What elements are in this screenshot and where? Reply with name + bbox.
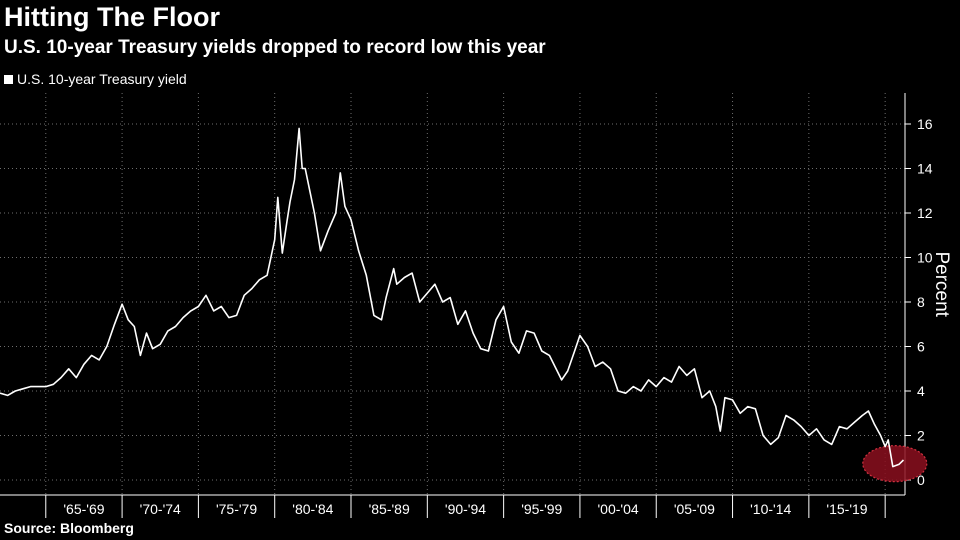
x-tick-label: '75-'79 bbox=[216, 501, 257, 517]
x-tick-label: '10-'14 bbox=[750, 501, 791, 517]
legend-label: U.S. 10-year Treasury yield bbox=[17, 71, 187, 87]
chart-subtitle: U.S. 10-year Treasury yields dropped to … bbox=[4, 37, 546, 58]
x-tick-label: '85-'89 bbox=[369, 501, 410, 517]
y-tick-label: 8 bbox=[917, 294, 925, 310]
y-tick-label: 4 bbox=[917, 383, 925, 399]
source-note: Source: Bloomberg bbox=[4, 520, 134, 536]
x-tick-label: '90-'94 bbox=[445, 501, 486, 517]
chart-title: Hitting The Floor bbox=[4, 2, 220, 32]
y-tick-label: 12 bbox=[917, 205, 933, 221]
record-low-highlight bbox=[862, 445, 928, 483]
series-line-treasury-yield bbox=[0, 127, 905, 468]
x-tick-label: '05-'09 bbox=[674, 501, 715, 517]
y-tick-label: 16 bbox=[917, 116, 933, 132]
legend: U.S. 10-year Treasury yield bbox=[4, 71, 187, 87]
legend-swatch bbox=[4, 74, 13, 84]
x-tick-label: '95-'99 bbox=[521, 501, 562, 517]
y-tick-label: 0 bbox=[917, 472, 925, 488]
x-tick-label: '15-'19 bbox=[826, 501, 867, 517]
y-tick-label: 6 bbox=[917, 339, 925, 355]
x-tick-label: '65-'69 bbox=[63, 501, 104, 517]
y-tick-label: 10 bbox=[917, 250, 933, 266]
x-tick-label: '70-'74 bbox=[140, 501, 181, 517]
x-tick-label: '80-'84 bbox=[292, 501, 333, 517]
y-tick-label: 2 bbox=[917, 428, 925, 444]
y-tick-label: 14 bbox=[917, 161, 933, 177]
y-axis-title: Percent bbox=[931, 251, 952, 317]
x-tick-label: '00-'04 bbox=[598, 501, 639, 517]
